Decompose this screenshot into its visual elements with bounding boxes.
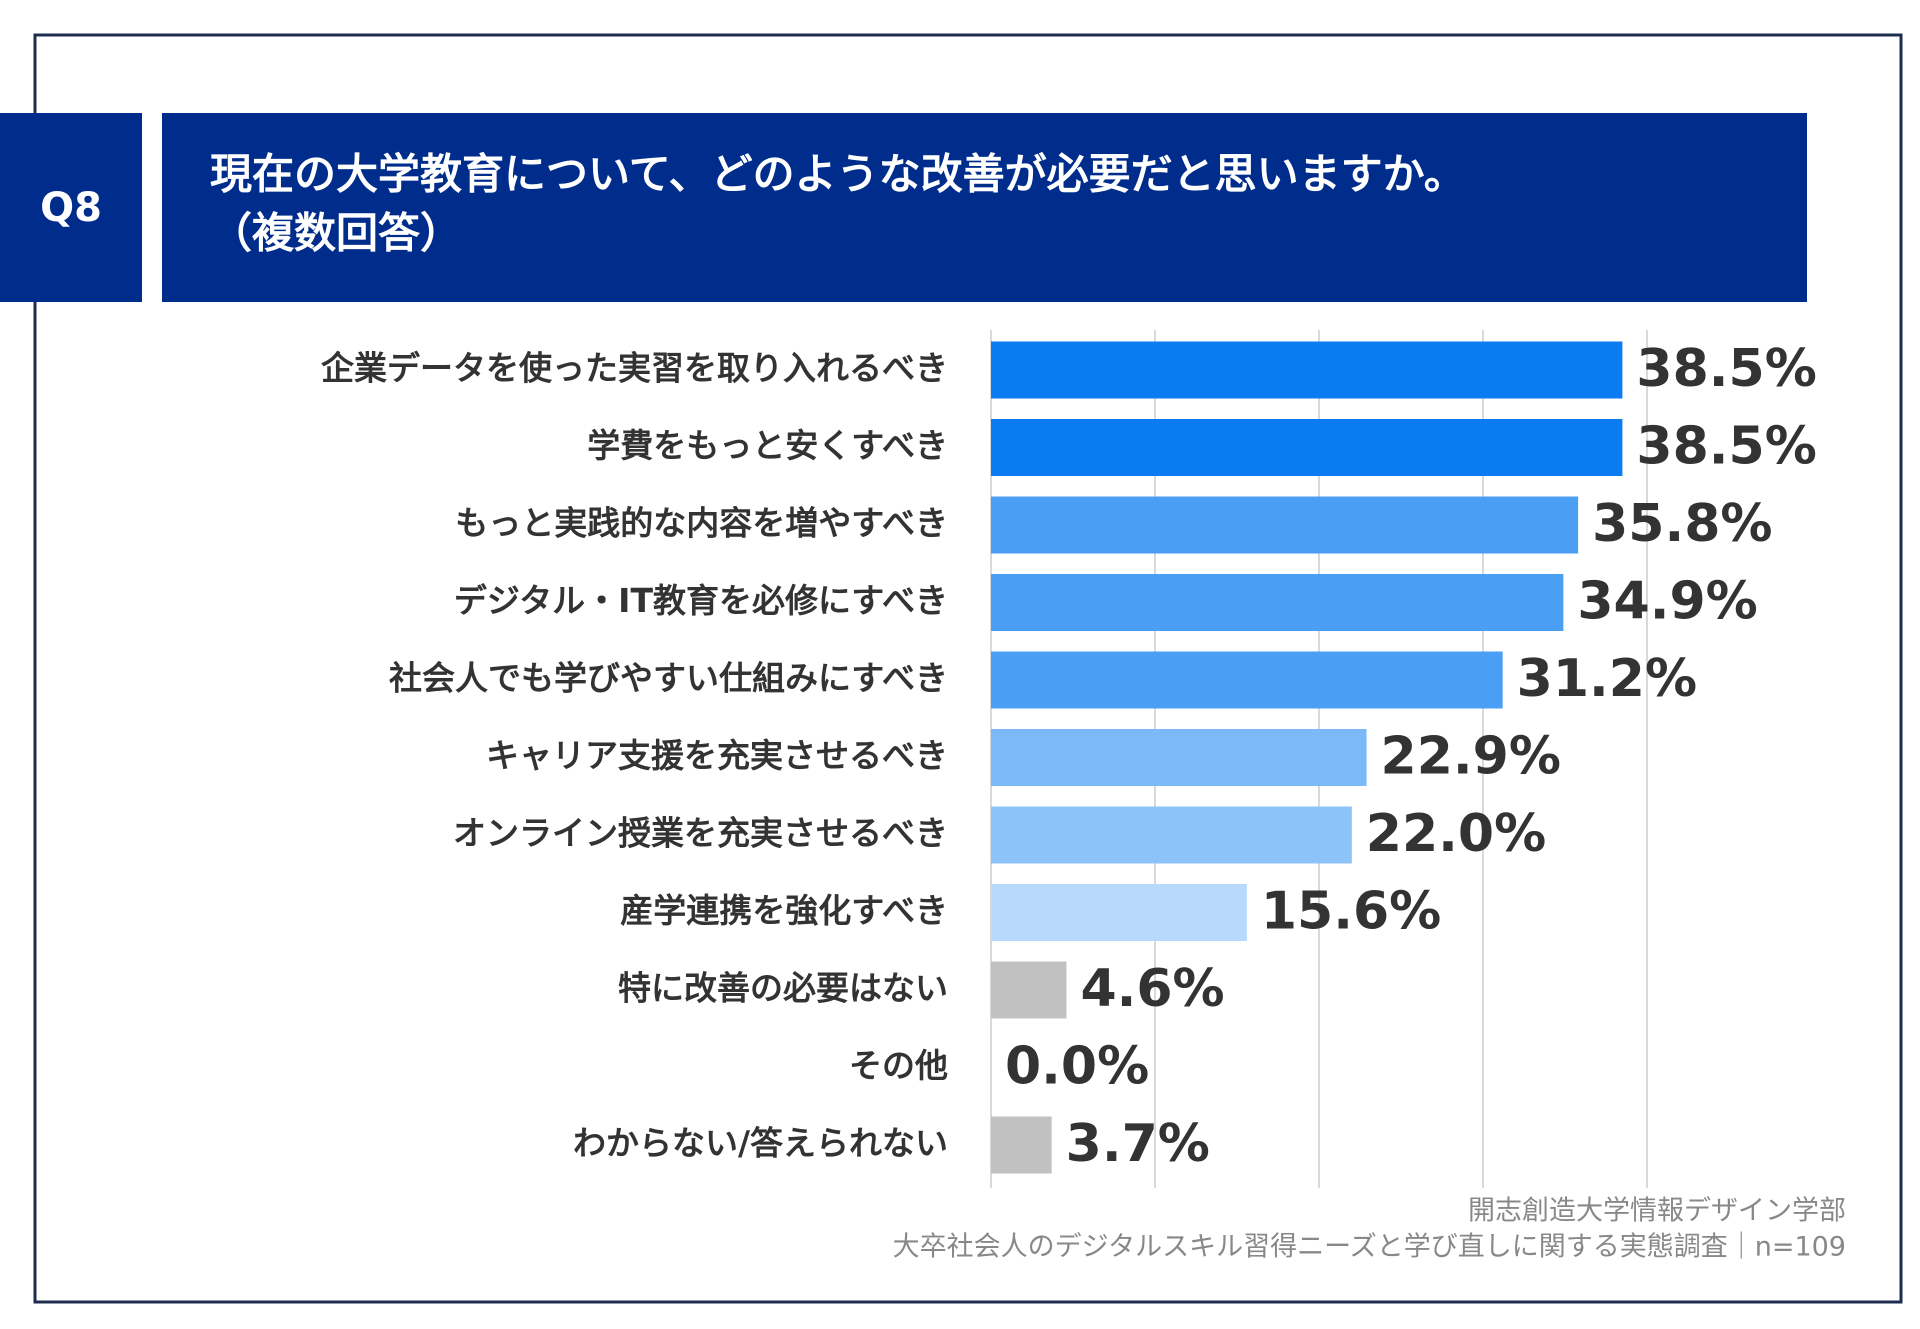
chart-title: 現在の大学教育について、どのような改善が必要だと思いますか。 <box>210 150 1466 199</box>
bar <box>991 341 1623 399</box>
category-label: 学費をもっと安くすべき <box>587 426 948 465</box>
bar <box>991 961 1067 1019</box>
value-label: 4.6% <box>1080 959 1224 1019</box>
badge: Q8 <box>40 185 102 231</box>
source: 大卒社会人のデジタルスキル習得ニーズと学び直しに関する実態調査｜n=109 <box>893 1232 1846 1263</box>
category-label: わからない/答えられない <box>573 1124 948 1163</box>
category-label: 産学連携を強化すべき <box>620 891 948 930</box>
category-label: もっと実践的な内容を増やすべき <box>455 504 948 543</box>
bar <box>991 496 1579 554</box>
badge-box <box>0 113 142 302</box>
value-label: 38.5% <box>1636 339 1816 399</box>
bar <box>991 651 1503 709</box>
value-label: 15.6% <box>1261 882 1441 942</box>
category-label: 特に改善の必要はない <box>618 969 948 1008</box>
value-label: 3.7% <box>1066 1114 1210 1174</box>
bar <box>991 574 1564 631</box>
value-label: 22.9% <box>1381 727 1561 787</box>
bar <box>991 806 1352 864</box>
chart-subtitle: （複数回答） <box>210 209 462 258</box>
bar <box>991 729 1367 786</box>
value-label: 22.0% <box>1366 804 1546 864</box>
value-label: 38.5% <box>1636 417 1816 477</box>
value-label: 0.0% <box>1005 1037 1149 1097</box>
value-label: 35.8% <box>1592 494 1772 554</box>
bar <box>991 1116 1052 1174</box>
category-label: その他 <box>849 1046 948 1085</box>
category-label: デジタル・IT教育を必修にすべき <box>454 581 948 620</box>
value-label: 34.9% <box>1577 572 1757 632</box>
category-label: オンライン授業を充実させるべき <box>453 814 948 853</box>
source: 開志創造大学情報デザイン学部 <box>1468 1196 1846 1227</box>
category-label: 社会人でも学びやすい仕組みにすべき <box>389 659 948 698</box>
bar <box>991 419 1623 476</box>
bar <box>991 884 1247 941</box>
category-label: 企業データを使った実習を取り入れるべき <box>321 349 948 388</box>
value-label: 31.2% <box>1517 649 1697 709</box>
category-label: キャリア支援を充実させるべき <box>486 736 948 775</box>
title-box <box>162 113 1807 302</box>
